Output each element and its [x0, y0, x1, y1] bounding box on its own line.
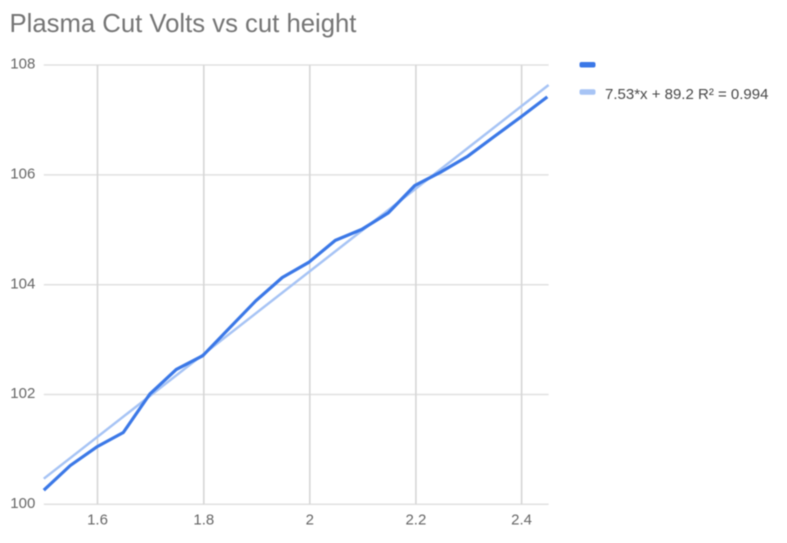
svg-text:100: 100 [10, 495, 35, 512]
svg-text:2.4: 2.4 [511, 512, 532, 529]
svg-text:2.2: 2.2 [405, 512, 426, 529]
svg-text:1.6: 1.6 [87, 512, 108, 529]
svg-text:108: 108 [10, 56, 35, 73]
svg-text:2: 2 [306, 512, 314, 529]
svg-text:106: 106 [10, 166, 35, 183]
svg-text:104: 104 [10, 275, 35, 292]
svg-text:102: 102 [10, 385, 35, 402]
svg-text:1.8: 1.8 [193, 512, 214, 529]
svg-text:7.53*x + 89.2 R² = 0.994: 7.53*x + 89.2 R² = 0.994 [605, 86, 768, 103]
svg-text:Plasma Cut Volts vs cut height: Plasma Cut Volts vs cut height [10, 10, 357, 38]
